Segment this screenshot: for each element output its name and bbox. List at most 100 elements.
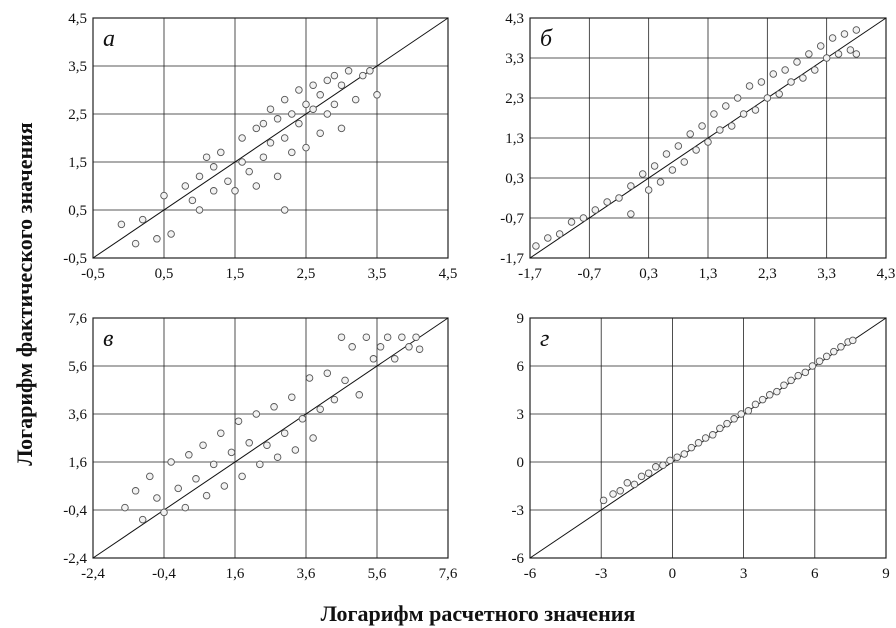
data-point — [716, 126, 724, 134]
data-point — [822, 54, 831, 62]
panel-3: -2,4 -0,4 1,6 3,6 5,6 7,6 -2,4 -0,4 1,6 3,6 5,6 7,6… — [63, 311, 458, 582]
data-point — [852, 50, 861, 58]
data-point — [692, 146, 700, 154]
x-tick-label: -0,4 — [152, 566, 176, 582]
data-point — [273, 172, 282, 181]
data-point — [309, 434, 317, 442]
x-tick-label: 2,5 — [297, 266, 316, 282]
data-point — [227, 448, 236, 457]
panels: -0,5 0,5 1,5 2,5 3,5 4,5-0,50,51,52,53,54,5а-… — [63, 11, 895, 582]
data-point — [266, 139, 275, 147]
data-point — [644, 186, 653, 194]
data-point — [238, 134, 246, 142]
data-point — [245, 167, 253, 176]
data-point — [323, 76, 332, 85]
data-point — [280, 134, 289, 142]
data-point — [167, 230, 175, 238]
data-point — [231, 187, 239, 195]
y-tick-label: 5,6 — [68, 359, 87, 375]
data-point — [811, 66, 819, 74]
y-tick-label: 1,5 — [68, 155, 87, 171]
data-point — [828, 34, 837, 42]
data-point — [383, 333, 392, 341]
data-point — [638, 170, 647, 178]
data-point — [846, 46, 855, 54]
data-point — [830, 347, 838, 356]
x-tick-label: 1,3 — [699, 266, 718, 282]
y-tick-label: 9 — [517, 311, 525, 327]
data-point — [341, 376, 349, 385]
data-point — [245, 439, 253, 447]
data-point — [656, 178, 665, 186]
data-point — [567, 218, 576, 226]
y-tick-label: 0,5 — [68, 203, 87, 219]
data-point — [591, 206, 600, 214]
data-point — [405, 343, 413, 351]
data-point — [398, 333, 406, 341]
x-tick-label: -0,7 — [577, 266, 601, 282]
data-point — [192, 475, 200, 483]
data-point — [616, 487, 624, 495]
data-point — [366, 67, 374, 75]
data-point — [822, 352, 831, 361]
data-point — [291, 446, 300, 454]
data-point — [209, 187, 218, 195]
data-point — [644, 469, 653, 477]
data-point — [217, 429, 225, 437]
data-point — [337, 81, 346, 89]
data-point — [737, 410, 745, 418]
data-point — [280, 206, 289, 214]
data-point — [787, 78, 795, 86]
data-point — [266, 105, 275, 113]
y-tick-label: 1,6 — [68, 455, 87, 471]
y-tick-label: 1,3 — [505, 131, 524, 147]
panel-1: -0,5 0,5 1,5 2,5 3,5 4,5 -0,5 0,5 1,5 2,5 3,5 4,5 а — [63, 11, 457, 282]
data-point — [680, 158, 689, 166]
data-point — [579, 214, 588, 222]
data-point — [209, 163, 218, 171]
data-point — [615, 194, 623, 202]
data-point — [302, 100, 310, 109]
x-tick-label: 3 — [740, 566, 748, 582]
data-point — [295, 86, 303, 94]
data-point — [816, 42, 825, 50]
data-point — [627, 210, 635, 218]
y-tick-label: 3 — [517, 407, 525, 423]
x-tick-label: 3,3 — [817, 266, 836, 282]
data-point — [316, 405, 324, 413]
y-tick-label: 7,6 — [68, 311, 87, 327]
x-tick-label: 5,6 — [368, 566, 387, 582]
y-tick-label: 0 — [517, 455, 525, 471]
data-point — [202, 153, 211, 161]
data-point — [181, 503, 190, 512]
x-tick-label: -0,5 — [81, 266, 105, 282]
data-point — [202, 491, 211, 500]
y-tick-label: 6 — [517, 359, 525, 375]
data-point — [234, 417, 243, 425]
data-point — [544, 234, 552, 242]
data-point — [710, 110, 718, 118]
x-tick-label: 9 — [882, 566, 890, 582]
data-point — [704, 138, 712, 146]
data-point — [751, 106, 760, 114]
data-point — [263, 441, 271, 449]
data-point — [722, 102, 730, 110]
data-point — [680, 450, 689, 458]
data-point — [330, 100, 339, 109]
data-point — [316, 129, 324, 137]
y-tick-label: 3,5 — [68, 59, 87, 75]
y-tick-label: -2,4 — [63, 551, 87, 567]
data-point — [758, 395, 767, 404]
data-point — [309, 105, 317, 113]
y-tick-label: -0,5 — [63, 251, 87, 267]
data-point — [801, 368, 810, 377]
data-point — [652, 463, 660, 471]
data-point — [659, 461, 667, 469]
y-tick-label: 2,5 — [68, 107, 87, 123]
x-tick-label: 4,5 — [439, 266, 458, 282]
data-point — [708, 431, 717, 439]
data-point — [773, 387, 781, 396]
panel-letter: г — [540, 326, 549, 352]
y-tick-label: -0,7 — [500, 211, 524, 227]
